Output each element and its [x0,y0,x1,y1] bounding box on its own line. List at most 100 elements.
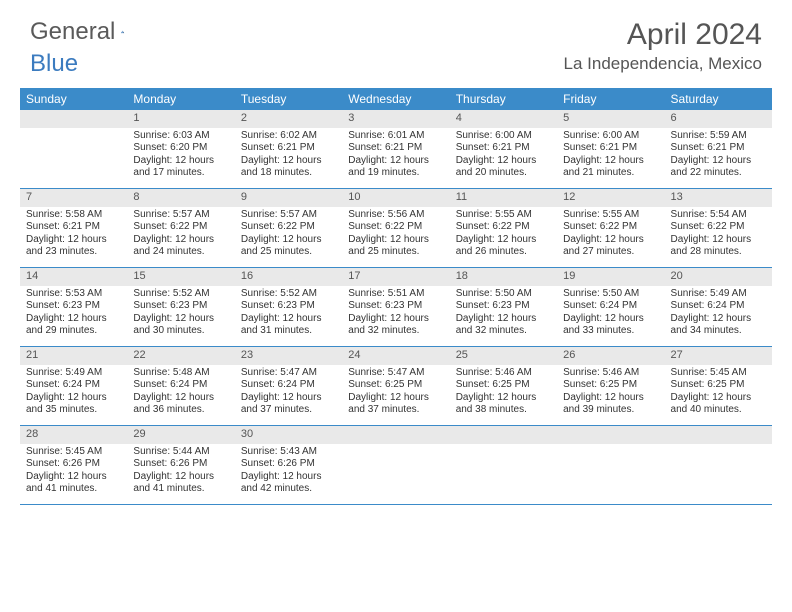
day-cell: 22Sunrise: 5:48 AMSunset: 6:24 PMDayligh… [127,347,234,425]
sunset-line: Sunset: 6:22 PM [241,221,336,234]
day-number: 30 [235,426,342,444]
day-cell: 14Sunrise: 5:53 AMSunset: 6:23 PMDayligh… [20,268,127,346]
daylight-line: Daylight: 12 hours and 18 minutes. [241,155,336,180]
day-cell: 30Sunrise: 5:43 AMSunset: 6:26 PMDayligh… [235,426,342,504]
daylight-line: Daylight: 12 hours and 24 minutes. [133,234,228,259]
week-row: 1Sunrise: 6:03 AMSunset: 6:20 PMDaylight… [20,110,772,189]
sunset-line: Sunset: 6:22 PM [671,221,766,234]
day-number [20,110,127,128]
day-number: 15 [127,268,234,286]
sunrise-line: Sunrise: 6:00 AM [456,130,551,143]
sunset-line: Sunset: 6:24 PM [26,379,121,392]
day-content: Sunrise: 6:00 AMSunset: 6:21 PMDaylight:… [557,128,664,184]
daylight-line: Daylight: 12 hours and 29 minutes. [26,313,121,338]
day-content: Sunrise: 5:49 AMSunset: 6:24 PMDaylight:… [665,286,772,342]
daylight-line: Daylight: 12 hours and 39 minutes. [563,392,658,417]
day-number: 13 [665,189,772,207]
day-cell [20,110,127,188]
sunrise-line: Sunrise: 6:03 AM [133,130,228,143]
day-content: Sunrise: 5:46 AMSunset: 6:25 PMDaylight:… [450,365,557,421]
week-row: 7Sunrise: 5:58 AMSunset: 6:21 PMDaylight… [20,189,772,268]
sunrise-line: Sunrise: 5:50 AM [563,288,658,301]
sunrise-line: Sunrise: 5:50 AM [456,288,551,301]
page-header: General April 2024 La Independencia, Mex… [0,0,792,82]
day-cell: 13Sunrise: 5:54 AMSunset: 6:22 PMDayligh… [665,189,772,267]
day-cell: 8Sunrise: 5:57 AMSunset: 6:22 PMDaylight… [127,189,234,267]
sunrise-line: Sunrise: 5:45 AM [671,367,766,380]
day-content: Sunrise: 5:59 AMSunset: 6:21 PMDaylight:… [665,128,772,184]
day-cell: 26Sunrise: 5:46 AMSunset: 6:25 PMDayligh… [557,347,664,425]
daylight-line: Daylight: 12 hours and 26 minutes. [456,234,551,259]
sunset-line: Sunset: 6:22 PM [348,221,443,234]
day-number [450,426,557,444]
sunrise-line: Sunrise: 5:55 AM [456,209,551,222]
daylight-line: Daylight: 12 hours and 19 minutes. [348,155,443,180]
day-number: 3 [342,110,449,128]
daylight-line: Daylight: 12 hours and 35 minutes. [26,392,121,417]
day-cell: 6Sunrise: 5:59 AMSunset: 6:21 PMDaylight… [665,110,772,188]
sunrise-line: Sunrise: 5:58 AM [26,209,121,222]
day-content: Sunrise: 6:00 AMSunset: 6:21 PMDaylight:… [450,128,557,184]
day-cell: 19Sunrise: 5:50 AMSunset: 6:24 PMDayligh… [557,268,664,346]
logo-sail-icon [121,23,125,41]
sunset-line: Sunset: 6:26 PM [241,458,336,471]
sunrise-line: Sunrise: 6:00 AM [563,130,658,143]
daylight-line: Daylight: 12 hours and 25 minutes. [241,234,336,259]
day-content: Sunrise: 5:52 AMSunset: 6:23 PMDaylight:… [235,286,342,342]
sunrise-line: Sunrise: 5:44 AM [133,446,228,459]
day-cell [342,426,449,504]
day-content: Sunrise: 5:50 AMSunset: 6:23 PMDaylight:… [450,286,557,342]
sunrise-line: Sunrise: 5:45 AM [26,446,121,459]
day-number [557,426,664,444]
week-row: 21Sunrise: 5:49 AMSunset: 6:24 PMDayligh… [20,347,772,426]
day-number: 21 [20,347,127,365]
day-cell: 18Sunrise: 5:50 AMSunset: 6:23 PMDayligh… [450,268,557,346]
day-number: 29 [127,426,234,444]
sunrise-line: Sunrise: 5:47 AM [348,367,443,380]
sunset-line: Sunset: 6:20 PM [133,142,228,155]
day-cell: 9Sunrise: 5:57 AMSunset: 6:22 PMDaylight… [235,189,342,267]
day-cell [665,426,772,504]
sunset-line: Sunset: 6:24 PM [241,379,336,392]
month-title: April 2024 [564,18,762,52]
day-cell: 16Sunrise: 5:52 AMSunset: 6:23 PMDayligh… [235,268,342,346]
daylight-line: Daylight: 12 hours and 40 minutes. [671,392,766,417]
sunrise-line: Sunrise: 5:46 AM [456,367,551,380]
weeks-container: 1Sunrise: 6:03 AMSunset: 6:20 PMDaylight… [20,110,772,505]
day-number: 20 [665,268,772,286]
dow-cell: Wednesday [342,88,449,110]
day-cell: 21Sunrise: 5:49 AMSunset: 6:24 PMDayligh… [20,347,127,425]
sunset-line: Sunset: 6:23 PM [133,300,228,313]
daylight-line: Daylight: 12 hours and 34 minutes. [671,313,766,338]
daylight-line: Daylight: 12 hours and 38 minutes. [456,392,551,417]
day-number: 10 [342,189,449,207]
day-number [665,426,772,444]
daylight-line: Daylight: 12 hours and 22 minutes. [671,155,766,180]
daylight-line: Daylight: 12 hours and 20 minutes. [456,155,551,180]
day-cell: 7Sunrise: 5:58 AMSunset: 6:21 PMDaylight… [20,189,127,267]
day-number: 6 [665,110,772,128]
sunset-line: Sunset: 6:25 PM [348,379,443,392]
day-content: Sunrise: 5:46 AMSunset: 6:25 PMDaylight:… [557,365,664,421]
day-content: Sunrise: 5:57 AMSunset: 6:22 PMDaylight:… [235,207,342,263]
day-content: Sunrise: 6:02 AMSunset: 6:21 PMDaylight:… [235,128,342,184]
sunrise-line: Sunrise: 5:52 AM [133,288,228,301]
sunrise-line: Sunrise: 5:55 AM [563,209,658,222]
day-number: 23 [235,347,342,365]
sunset-line: Sunset: 6:21 PM [241,142,336,155]
day-number: 24 [342,347,449,365]
sunset-line: Sunset: 6:24 PM [133,379,228,392]
day-content: Sunrise: 5:44 AMSunset: 6:26 PMDaylight:… [127,444,234,500]
sunset-line: Sunset: 6:23 PM [456,300,551,313]
week-row: 28Sunrise: 5:45 AMSunset: 6:26 PMDayligh… [20,426,772,505]
dow-cell: Monday [127,88,234,110]
day-cell: 28Sunrise: 5:45 AMSunset: 6:26 PMDayligh… [20,426,127,504]
day-content: Sunrise: 5:49 AMSunset: 6:24 PMDaylight:… [20,365,127,421]
day-number: 4 [450,110,557,128]
sunrise-line: Sunrise: 5:57 AM [241,209,336,222]
day-content: Sunrise: 5:58 AMSunset: 6:21 PMDaylight:… [20,207,127,263]
day-cell: 17Sunrise: 5:51 AMSunset: 6:23 PMDayligh… [342,268,449,346]
day-content: Sunrise: 5:47 AMSunset: 6:24 PMDaylight:… [235,365,342,421]
day-content: Sunrise: 5:52 AMSunset: 6:23 PMDaylight:… [127,286,234,342]
sunrise-line: Sunrise: 5:47 AM [241,367,336,380]
